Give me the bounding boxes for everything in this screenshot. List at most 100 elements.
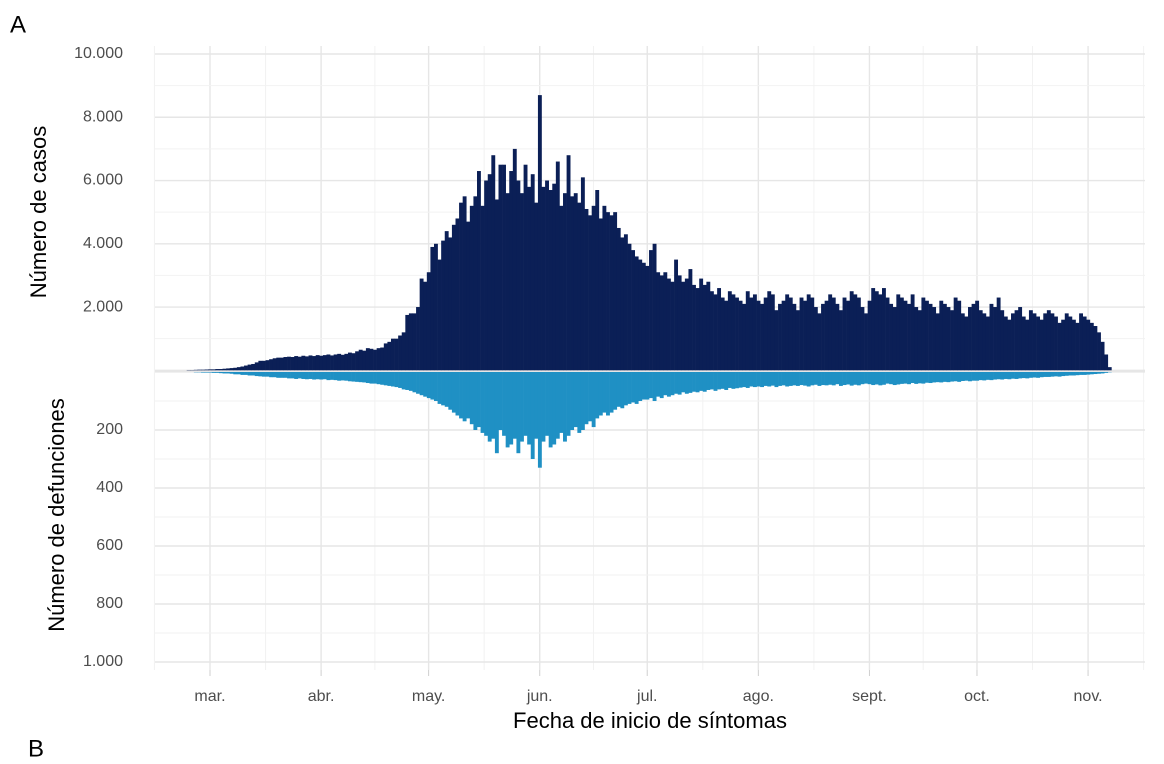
bar [1097,332,1101,371]
bar [688,269,693,371]
bar [197,369,202,371]
bar [942,372,947,382]
bar [301,355,306,371]
bar [218,372,223,374]
bar [989,303,994,371]
bar [376,348,381,371]
bar [921,372,926,384]
bar [706,281,711,371]
bar [330,355,334,371]
bar [451,224,456,371]
bar [383,343,388,371]
bar [373,349,377,371]
bar [889,372,894,385]
bar [907,372,911,385]
bar [330,372,334,380]
bar [337,353,342,371]
bar [394,338,399,371]
bar [838,310,843,371]
bar [530,174,535,371]
bar [473,372,478,430]
bar [817,372,822,386]
x-tick-label: sept. [852,688,887,705]
bar [487,174,492,371]
bar [939,372,944,383]
bar [552,183,557,371]
bar [957,300,962,371]
bar [437,259,442,371]
y-tick-label: 8.000 [83,108,123,125]
bar [426,272,431,371]
bar [767,291,772,371]
bar [985,316,990,371]
bar [627,243,632,371]
bar [752,372,757,388]
bar [347,352,352,371]
bar [494,199,499,371]
bar [520,193,524,371]
bar [261,372,266,377]
bar [645,372,650,400]
bar [1011,372,1015,379]
bar [516,372,521,454]
bar [699,278,704,371]
bar [971,372,976,381]
bar [652,243,657,371]
bar [469,205,474,371]
bar [272,372,277,378]
bar [233,367,238,371]
bar [218,369,223,371]
bar [459,372,463,419]
bar [337,372,342,381]
bar [1057,372,1062,377]
bar [358,349,363,371]
bar [512,372,517,439]
bar [813,372,818,385]
bar [588,372,592,422]
bar [301,372,306,379]
bar [534,202,539,371]
bar [211,372,216,373]
bar [369,372,374,384]
bar [874,291,879,371]
bar [595,372,600,419]
bar [778,372,782,386]
bar [799,372,804,386]
bar [856,297,861,371]
bar [462,196,467,371]
bar [609,215,614,371]
y-tick-label: 6.000 [83,172,123,189]
bar [831,372,836,386]
bar [358,372,363,383]
bar [903,372,908,384]
bar [1025,372,1030,379]
bar [649,250,653,371]
bar [555,372,560,439]
bar [838,372,843,386]
bar [760,372,765,388]
bar [846,300,851,371]
bar [344,353,349,371]
bar [964,372,969,381]
bar [351,372,356,382]
bar [659,275,664,371]
bar [480,205,485,371]
bar [355,372,360,382]
bar [849,372,854,386]
bar [462,372,467,422]
bar [537,372,542,468]
bar [376,372,381,385]
bar [244,372,248,375]
bar [896,294,901,371]
bar [996,372,1001,380]
bar [215,369,220,371]
bar [1086,319,1091,371]
bar [631,250,635,371]
bar [824,300,829,371]
bar [674,372,679,394]
bar [340,354,345,371]
bar [609,372,614,413]
bar [1075,372,1080,376]
bar [817,313,822,371]
bar [498,164,503,371]
